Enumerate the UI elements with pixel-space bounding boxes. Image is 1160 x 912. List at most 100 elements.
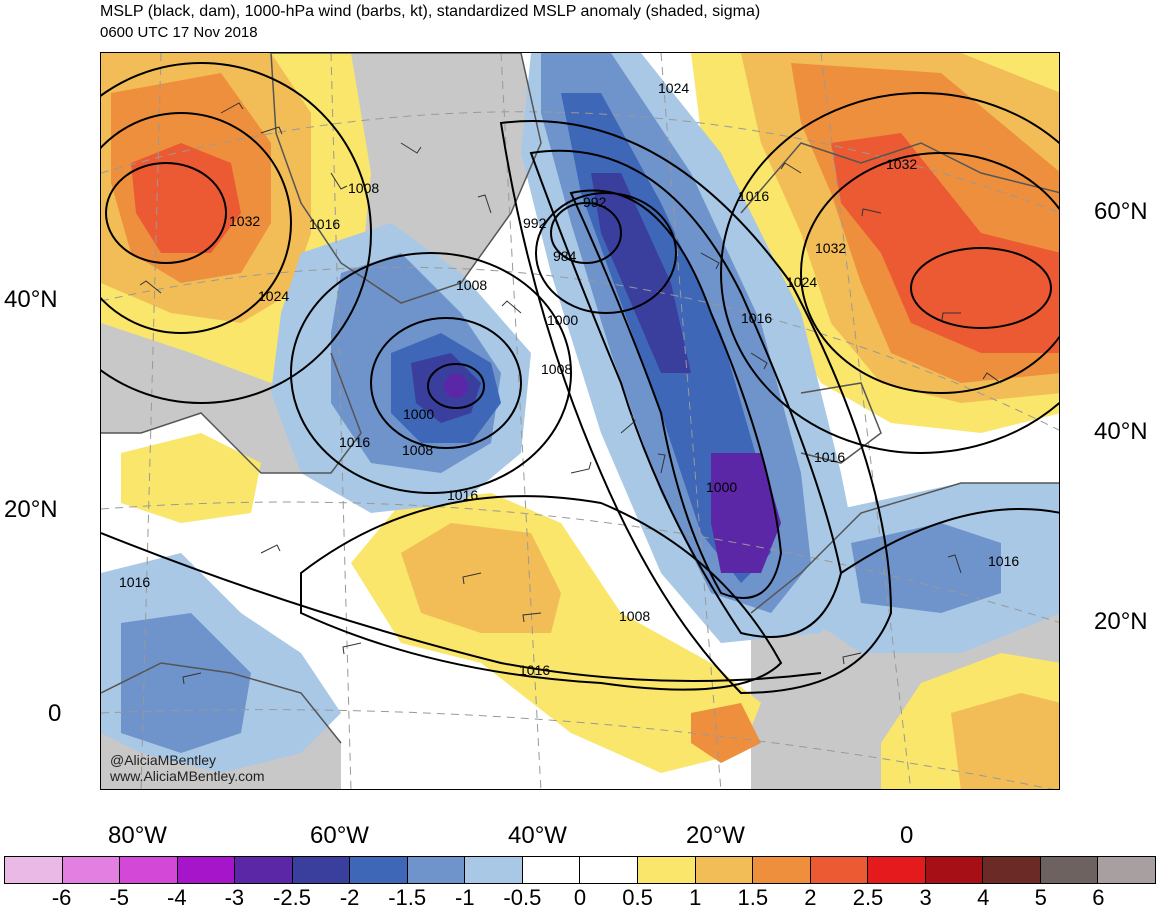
lon-label-0: 0 — [900, 822, 914, 849]
colorbar-swatch — [522, 857, 581, 883]
wind-barb — [220, 102, 244, 114]
contour-label: 1000 — [403, 406, 434, 422]
contour-canada-high-1032 — [105, 162, 227, 264]
contour-labels: 1032 1024 1016 1008 1008 1008 1016 1016 … — [119, 80, 1019, 678]
contour-label: 992 — [523, 215, 547, 231]
contour-label: 1016 — [814, 449, 845, 465]
wind-barb — [570, 461, 592, 474]
anomaly-africa-high-1 — [951, 693, 1059, 789]
wind-barb — [182, 672, 202, 685]
meridian-0 — [820, 53, 912, 789]
colorbar-swatch — [580, 857, 639, 883]
contour-label: 1016 — [309, 216, 340, 232]
sa-coast — [101, 662, 342, 744]
credit-handle: @AliciaMBentley — [110, 752, 217, 768]
lat-label-left-0: 0 — [48, 700, 62, 727]
contour-label: 1016 — [738, 188, 769, 204]
contour-trough-1000 — [569, 189, 783, 599]
wind-barb — [620, 414, 636, 434]
colorbar-tick-label: 2.5 — [852, 885, 884, 910]
colorbar-tick-label: -4 — [167, 885, 187, 910]
wind-barb — [522, 612, 542, 623]
wind-barbs — [139, 102, 1002, 685]
wind-barb — [657, 453, 666, 474]
colorbar-tick-label: -1 — [455, 885, 475, 910]
contour-label: 1008 — [541, 361, 572, 377]
colorbar-swatch — [407, 857, 466, 883]
contour-tropics-1016 — [101, 532, 822, 682]
anomaly-gulf-high-05 — [121, 433, 261, 523]
colorbar-swatch — [120, 857, 178, 883]
contour-wnatl-low-1016 — [290, 252, 572, 494]
lon-label-80w: 80°W — [108, 822, 167, 849]
colorbar-swatch — [868, 857, 926, 883]
colorbar-swatch — [638, 857, 696, 883]
anomaly-guinea-high-1 — [691, 703, 761, 763]
contour-africa-1016 — [840, 508, 1059, 574]
colorbar-tick-label: -2 — [339, 885, 360, 910]
wind-barb — [462, 572, 482, 585]
contour-canada-high-1016 — [101, 62, 372, 404]
lat-label-left-40n: 40°N — [4, 286, 58, 313]
contour-wnatl-low-1008 — [370, 317, 522, 449]
meridian-20w — [660, 53, 722, 789]
colorbar-tick-label: -3 — [224, 885, 245, 910]
contour-label: 1032 — [229, 213, 260, 229]
contour-label: 1000 — [706, 479, 737, 495]
graticule — [101, 53, 1059, 789]
contour-label: 1008 — [402, 442, 433, 458]
wind-barb — [842, 652, 862, 665]
lat-label-right-40n: 40°N — [1094, 418, 1148, 445]
colorbar-swatch — [695, 857, 754, 883]
colorbar-swatch — [810, 857, 869, 883]
contour-ic-low-984 — [550, 202, 622, 264]
lat-label-right-20n: 20°N — [1094, 608, 1148, 635]
colorbar-swatch — [983, 857, 1041, 883]
colorbar-swatch — [5, 857, 63, 883]
colorbar-tick-label: 2 — [804, 885, 817, 910]
na-coast — [101, 352, 362, 474]
colorbar-tick-label: -0.5 — [503, 885, 542, 910]
meridian-40w — [500, 53, 542, 789]
wind-barb — [330, 172, 348, 190]
contour-label: 1016 — [119, 574, 150, 590]
contour-label: 1016 — [447, 487, 478, 503]
credit-website: www.AliciaMBentley.com — [110, 768, 265, 784]
anomaly-caribbean-low-1 — [121, 613, 251, 753]
contour-label: 1024 — [658, 80, 689, 96]
contour-label: 1008 — [619, 608, 650, 624]
wind-barb — [750, 352, 768, 370]
colorbar-swatch — [350, 857, 408, 883]
meridian-80w — [140, 53, 162, 789]
wind-barb — [342, 642, 362, 655]
contour-trough-1008 — [529, 149, 843, 638]
wind-barb — [139, 280, 162, 294]
colorbar-swatch — [465, 857, 523, 883]
contour-label: 1016 — [988, 553, 1019, 569]
contour-scandinavia-high-1032 — [910, 247, 1052, 329]
colorbar — [4, 856, 1156, 884]
contour-label: 1032 — [815, 240, 846, 256]
wind-barb — [477, 194, 492, 214]
coastlines — [101, 53, 1059, 744]
contour-label: 1024 — [258, 288, 289, 304]
map-valid-time: 0600 UTC 17 Nov 2018 — [100, 24, 258, 41]
colorbar-tick-label: 6 — [1092, 885, 1105, 910]
anomaly-enatl-trough-2 — [591, 173, 691, 373]
contour-label: 1016 — [339, 434, 370, 450]
contour-ridge-1016 — [499, 120, 893, 695]
colorbar-swatch — [292, 857, 351, 883]
colorbar-swatch — [753, 857, 811, 883]
meridian-60w — [330, 53, 352, 789]
wind-barb — [941, 312, 961, 321]
parallel-60n — [101, 111, 1059, 213]
wind-barb — [700, 252, 720, 270]
contour-wnatl-low-1000 — [427, 363, 485, 409]
contour-label: 1024 — [786, 274, 817, 290]
europe-coast — [740, 142, 1059, 214]
contour-scandinavia-high-1024 — [800, 152, 1059, 394]
colorbar-tick-label: 4 — [977, 885, 990, 910]
iberia-coast — [800, 382, 882, 464]
lat-label-right-60n: 60°N — [1094, 198, 1148, 225]
contour-subtropical-1016 — [300, 495, 783, 691]
